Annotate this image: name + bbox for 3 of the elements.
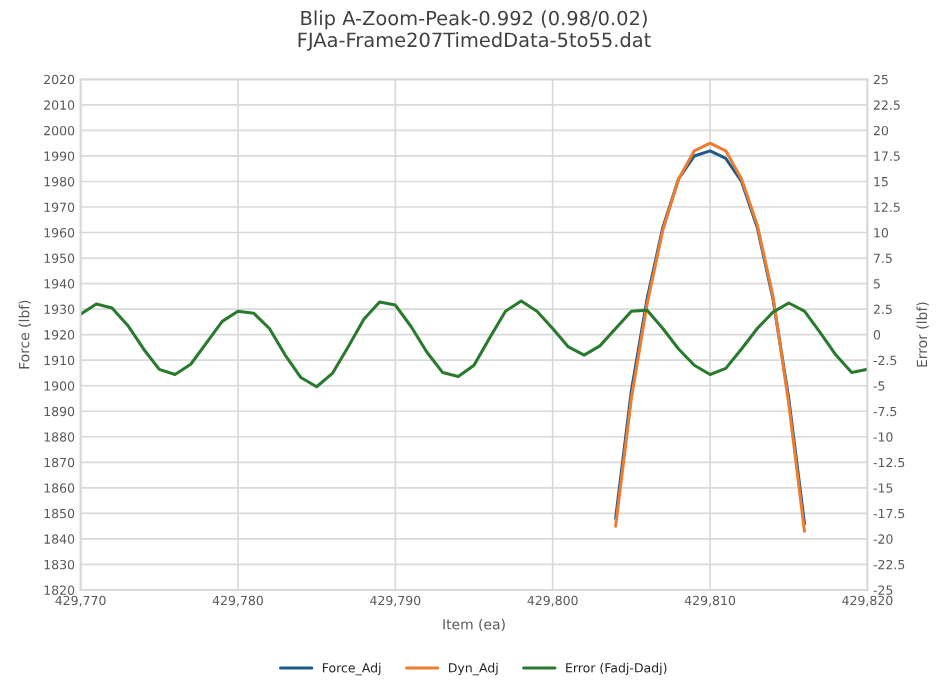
chart-title: Blip A-Zoom-Peak-0.992 (0.98/0.02) <box>301 10 647 30</box>
line-series <box>80 299 868 389</box>
chart-subtitle: FJAa-Frame207TimedData-5to55.dat <box>298 32 651 51</box>
